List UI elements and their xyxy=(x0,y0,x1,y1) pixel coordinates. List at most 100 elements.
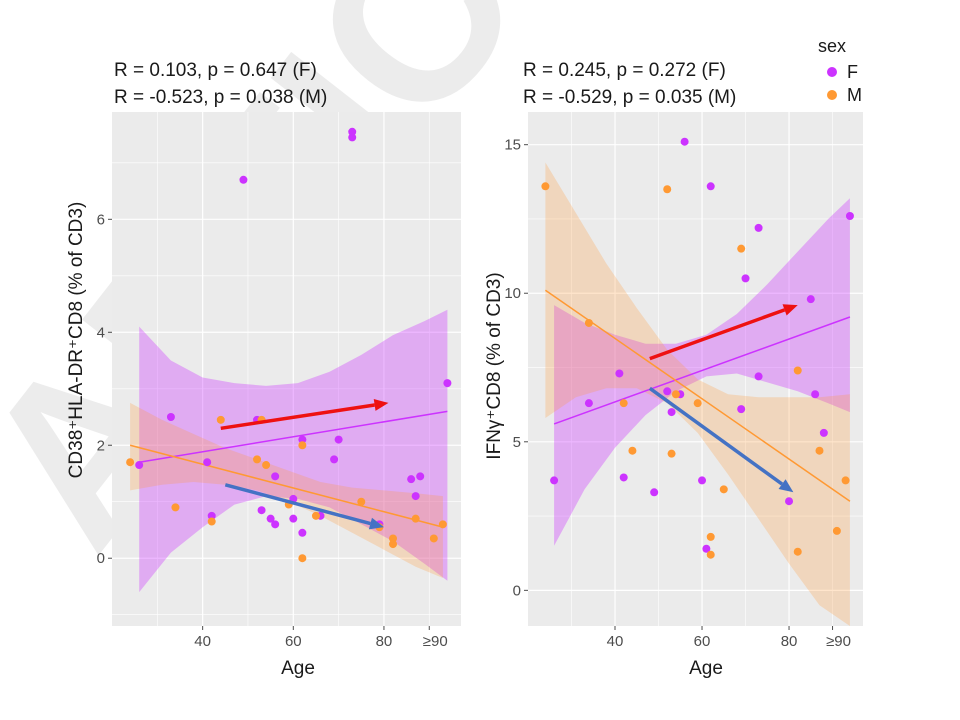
legend-label-m: M xyxy=(847,85,862,105)
left-point-f xyxy=(348,127,357,136)
right-x-tick-label: ≥90 xyxy=(826,633,851,650)
left-arrow-shaft-1 xyxy=(224,483,371,526)
left-point-f xyxy=(239,175,248,184)
right-point-m xyxy=(706,532,715,541)
right-point-m xyxy=(832,526,841,535)
right-point-f xyxy=(698,476,707,485)
left-point-m xyxy=(411,514,420,523)
right-fit-lines xyxy=(544,289,851,502)
left-grid xyxy=(112,112,461,626)
right-point-m xyxy=(841,476,850,485)
left-y-tick-label: 0 xyxy=(97,550,105,567)
left-x-axis-label: Age xyxy=(281,658,315,679)
left-point-f xyxy=(289,514,298,523)
left-point-m xyxy=(357,497,366,506)
left-y-tick-label: 2 xyxy=(97,437,105,454)
left-point-f xyxy=(207,511,216,520)
left-y-ticks: 0 2 4 6 xyxy=(97,211,112,567)
left-point-m xyxy=(389,540,398,549)
left-band-f xyxy=(139,309,448,593)
left-fit-lines xyxy=(129,410,448,528)
right-plot-background xyxy=(528,112,863,626)
left-point-m xyxy=(262,461,271,470)
right-y-tick-label: 5 xyxy=(513,434,521,451)
left-point-m xyxy=(253,455,262,464)
right-x-tick-label: 60 xyxy=(694,633,711,650)
right-arrow-head-1 xyxy=(778,479,794,493)
right-point-m xyxy=(737,244,746,253)
right-point-f xyxy=(680,137,689,146)
left-point-m xyxy=(216,415,225,424)
left-point-f xyxy=(298,528,307,537)
left-title-line-1: R = 0.103, p = 0.647 (F) xyxy=(114,60,317,81)
right-point-m xyxy=(663,185,672,194)
left-x-tick-label: ≥90 xyxy=(423,633,448,650)
right-title-line-2: R = -0.529, p = 0.035 (M) xyxy=(523,87,736,108)
right-arrow-shaft-0 xyxy=(649,308,786,361)
left-point-f xyxy=(266,514,275,523)
left-point-f xyxy=(271,472,280,481)
left-plot-background xyxy=(112,112,461,626)
right-band-m xyxy=(545,162,850,626)
left-point-f xyxy=(443,379,452,388)
right-arrows xyxy=(648,304,798,493)
right-x-axis-label: Age xyxy=(689,658,723,679)
right-point-f xyxy=(785,497,794,506)
right-x-tick-label: 80 xyxy=(781,633,798,650)
right-point-f xyxy=(615,369,624,378)
left-point-m xyxy=(298,554,307,563)
left-title-line-2: R = -0.523, p = 0.038 (M) xyxy=(114,87,327,108)
right-point-m xyxy=(815,446,824,455)
right-point-m xyxy=(628,446,637,455)
right-point-m xyxy=(706,550,715,559)
right-point-m xyxy=(619,399,628,408)
left-point-m xyxy=(171,503,180,512)
right-point-f xyxy=(584,399,593,408)
left-point-m xyxy=(207,517,216,526)
right-y-tick-label: 15 xyxy=(504,137,521,154)
left-point-m xyxy=(429,534,438,543)
left-point-m xyxy=(311,511,320,520)
right-point-m xyxy=(719,485,728,494)
right-point-f xyxy=(667,408,676,417)
right-confidence-bands xyxy=(545,162,850,626)
right-y-axis-label: IFNγ⁺CD8 (% of CD3) xyxy=(484,272,505,459)
left-point-f xyxy=(411,492,420,501)
legend-label-f: F xyxy=(847,62,858,82)
left-point-f xyxy=(166,413,175,422)
left-y-tick-label: 6 xyxy=(97,211,105,228)
left-point-f xyxy=(334,435,343,444)
left-arrow-shaft-0 xyxy=(220,403,375,431)
right-y-tick-label: 10 xyxy=(504,285,521,302)
right-point-f xyxy=(845,211,854,220)
left-point-m xyxy=(438,520,447,529)
right-x-tick-label: 40 xyxy=(607,633,624,650)
left-point-f xyxy=(416,472,425,481)
left-point-m xyxy=(126,458,135,467)
right-grid xyxy=(528,112,863,626)
left-fit-m xyxy=(129,444,444,528)
left-point-f xyxy=(407,475,416,484)
right-point-f xyxy=(702,544,711,553)
right-point-f xyxy=(811,390,820,399)
right-point-f xyxy=(741,274,750,283)
right-band-f xyxy=(554,198,850,546)
left-x-ticks: 40 60 80 ≥90 xyxy=(194,626,448,650)
legend-swatch-f xyxy=(827,67,837,77)
right-point-f xyxy=(706,182,715,191)
right-chart: 40 60 80 ≥90 0 5 10 15 R = 0.245, p = 0.272 (F… xyxy=(484,60,863,679)
left-point-m xyxy=(298,441,307,450)
left-fit-f xyxy=(139,410,448,463)
right-point-m xyxy=(693,399,702,408)
right-point-f xyxy=(650,488,659,497)
right-point-f xyxy=(754,372,763,381)
left-point-f xyxy=(330,455,339,464)
legend-swatch-m xyxy=(827,90,837,100)
right-point-f xyxy=(819,428,828,437)
left-x-tick-label: 60 xyxy=(285,633,302,650)
right-arrow-shaft-1 xyxy=(648,386,784,486)
left-point-f xyxy=(135,461,144,470)
legend-title: sex xyxy=(818,36,846,56)
